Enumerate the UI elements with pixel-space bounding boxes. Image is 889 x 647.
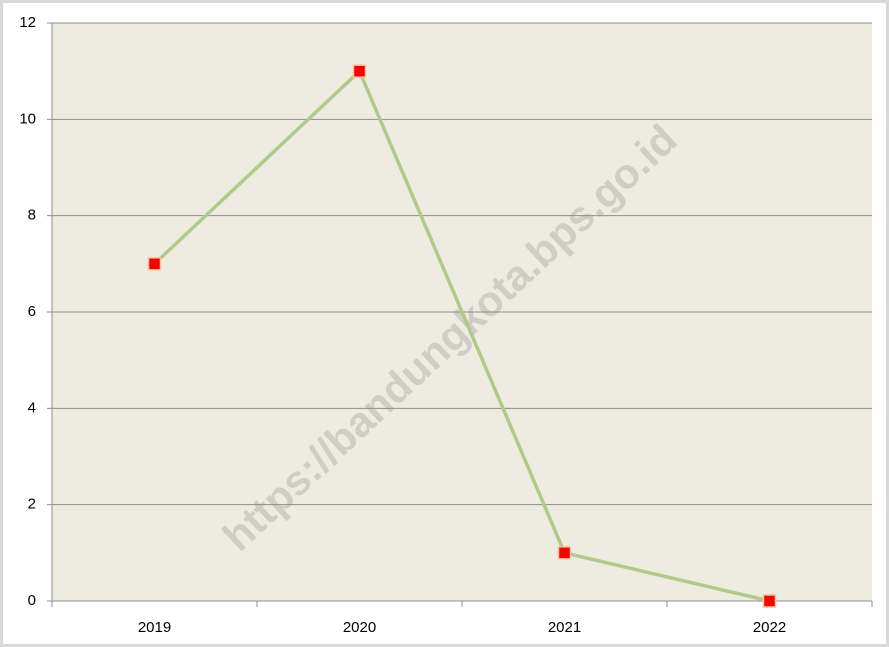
x-tick-label: 2020 [343,619,376,636]
y-tick-label: 12 [19,14,36,31]
y-tick-label: 0 [28,592,36,609]
y-tick-label: 4 [28,399,36,416]
y-tick-label: 6 [28,303,36,320]
y-tick-label: 10 [19,110,36,127]
x-tick-label: 2021 [548,619,581,636]
marker [352,64,367,78]
marker [557,546,572,560]
y-tick-label: 8 [28,207,36,224]
marker [762,594,777,608]
y-tick-label: 2 [28,496,36,513]
x-tick-label: 2019 [138,619,171,636]
marker [147,257,162,271]
line [153,68,770,603]
x-tick-label: 2022 [753,619,786,636]
